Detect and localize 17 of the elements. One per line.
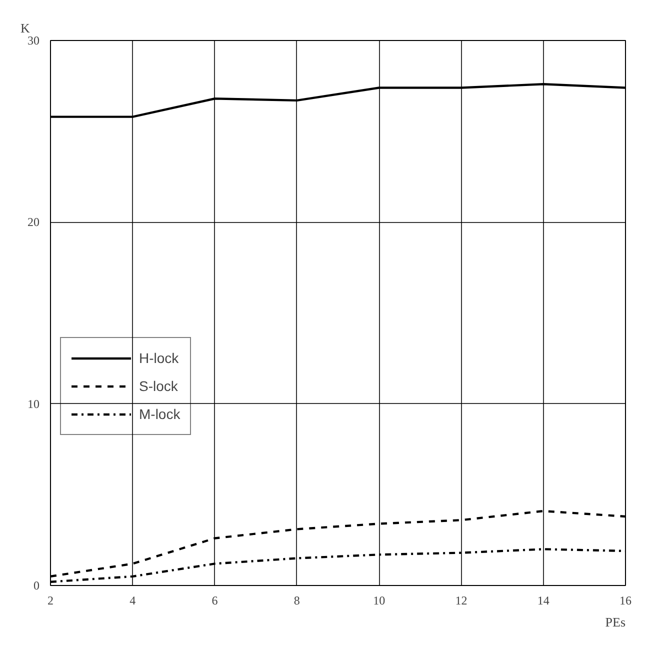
x-tick-label: 12 — [455, 594, 468, 608]
x-axis-title: PEs — [605, 614, 626, 630]
y-tick-label: 20 — [28, 215, 40, 230]
legend-label: H-lock — [139, 350, 179, 366]
y-axis-title: K — [20, 20, 30, 36]
y-tick-label: 30 — [28, 34, 40, 48]
x-tick-label: 10 — [373, 594, 386, 608]
x-tick-label: 2 — [48, 594, 54, 608]
x-tick-label: 4 — [130, 594, 136, 608]
x-tick-label: 14 — [537, 594, 550, 608]
x-tick-label: 16 — [620, 594, 632, 608]
legend-label: M-lock — [139, 406, 180, 422]
legend-label: S-lock — [139, 378, 178, 394]
y-tick-label: 0 — [34, 578, 40, 592]
x-tick-label: 8 — [294, 594, 300, 608]
x-tick-label: 6 — [212, 594, 218, 608]
y-tick-label: 10 — [28, 396, 40, 411]
